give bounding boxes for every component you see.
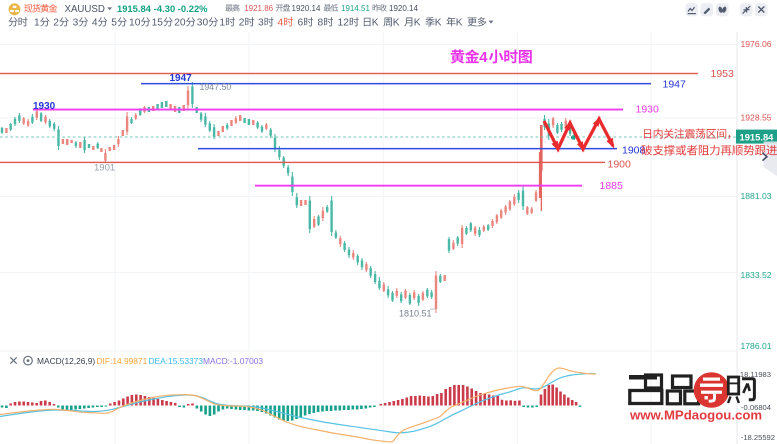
svg-text:5: 5 <box>157 18 163 29</box>
svg-text:3: 3 <box>73 18 79 29</box>
svg-text:1921.86: 1921.86 <box>244 4 273 13</box>
svg-text:1947.50: 1947.50 <box>200 82 232 92</box>
svg-text:1: 1 <box>338 18 344 29</box>
svg-text:1901: 1901 <box>94 163 115 174</box>
svg-text:18.11983: 18.11983 <box>740 370 771 379</box>
svg-text:1885: 1885 <box>600 180 624 192</box>
svg-text:1953: 1953 <box>711 68 735 80</box>
svg-text:1914.51: 1914.51 <box>341 4 370 13</box>
svg-text:MACD(12,26,9): MACD(12,26,9) <box>37 356 95 366</box>
svg-text:1: 1 <box>219 18 225 29</box>
svg-text:DEA:15.53373: DEA:15.53373 <box>149 356 204 366</box>
svg-text:1920.14: 1920.14 <box>292 4 321 13</box>
svg-text:K: K <box>456 18 463 29</box>
svg-text:MACD:-1.07003: MACD:-1.07003 <box>203 356 263 366</box>
svg-text:4: 4 <box>278 18 284 29</box>
svg-text:8: 8 <box>318 18 324 29</box>
svg-text:4: 4 <box>479 49 488 66</box>
svg-text:4: 4 <box>92 18 98 29</box>
svg-text:1976.06: 1976.06 <box>741 39 772 49</box>
svg-text:XAUUSD: XAUUSD <box>65 4 105 15</box>
svg-text:0: 0 <box>180 18 186 29</box>
svg-text:1908: 1908 <box>622 145 646 157</box>
svg-text:1928.55: 1928.55 <box>741 113 772 123</box>
svg-text:K: K <box>414 18 421 29</box>
svg-text:0: 0 <box>203 18 209 29</box>
svg-text:3: 3 <box>197 18 203 29</box>
svg-text:2: 2 <box>53 18 59 29</box>
svg-text:1920.14: 1920.14 <box>389 4 418 13</box>
svg-text:0: 0 <box>135 18 141 29</box>
svg-text:1930: 1930 <box>636 104 660 116</box>
svg-text:1915.84: 1915.84 <box>117 3 152 14</box>
svg-text:1: 1 <box>34 18 40 29</box>
svg-text:1833.52: 1833.52 <box>741 270 772 280</box>
svg-text:1810.51: 1810.51 <box>399 309 432 319</box>
svg-text:K: K <box>393 18 400 29</box>
svg-text:6: 6 <box>298 18 304 29</box>
svg-text:-0.06804: -0.06804 <box>741 403 771 412</box>
svg-text:DIF:14.99871: DIF:14.99871 <box>97 356 148 366</box>
svg-text:1900: 1900 <box>608 158 632 170</box>
svg-text:2: 2 <box>343 18 349 29</box>
svg-text:K: K <box>372 18 379 29</box>
svg-text:-0.22%: -0.22% <box>178 3 208 14</box>
svg-text:1947: 1947 <box>170 73 193 84</box>
svg-text:2: 2 <box>174 18 180 29</box>
svg-text:5: 5 <box>111 18 117 29</box>
svg-text:1947: 1947 <box>663 78 687 90</box>
svg-text:K: K <box>435 18 442 29</box>
svg-text:1: 1 <box>152 18 158 29</box>
svg-text:1930: 1930 <box>33 101 56 112</box>
svg-text:www.MPdaogou.com: www.MPdaogou.com <box>629 408 762 423</box>
svg-text:1: 1 <box>129 18 135 29</box>
svg-text:-4.30: -4.30 <box>154 3 175 14</box>
svg-text:3: 3 <box>258 18 264 29</box>
svg-text:1786.01: 1786.01 <box>741 341 772 351</box>
svg-text:-18.25592: -18.25592 <box>741 433 775 442</box>
svg-text:1881.03: 1881.03 <box>741 191 772 201</box>
svg-text:1915.84: 1915.84 <box>740 131 775 142</box>
svg-text:2: 2 <box>239 18 245 29</box>
